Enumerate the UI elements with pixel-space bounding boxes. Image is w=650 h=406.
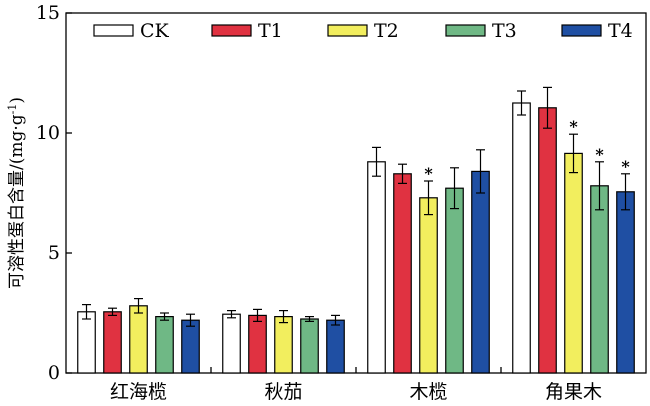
legend-label: T1 <box>258 20 283 42</box>
significance-mark: * <box>569 117 578 136</box>
bar <box>77 311 96 374</box>
bar <box>512 102 531 374</box>
legend: CK T1 T2 T3 T4 <box>93 20 633 42</box>
legend-swatch <box>445 24 486 37</box>
significance-mark: * <box>621 157 630 176</box>
x-tick-label: 木榄 <box>409 381 447 403</box>
bar <box>590 185 609 374</box>
bar-series: * <box>181 149 635 374</box>
y-axis-title-base: 可溶性蛋白含量/(mg·g <box>7 114 27 289</box>
y-tick-label: 15 <box>36 2 60 24</box>
bar-series-group: **** <box>77 86 635 374</box>
bar <box>616 191 635 374</box>
significance-mark: * <box>595 145 604 164</box>
y-axis-title: 可溶性蛋白含量/(mg·g-1) <box>6 97 28 289</box>
legend-item: T4 <box>561 20 633 42</box>
y-tick-label: 10 <box>36 122 60 144</box>
bar <box>155 316 174 374</box>
bar <box>274 316 293 374</box>
bar <box>367 161 386 374</box>
y-tick-label: 0 <box>48 362 60 384</box>
x-tick-label: 红海榄 <box>110 381 167 403</box>
legend-item: CK <box>93 20 170 42</box>
legend-label: T2 <box>374 20 399 42</box>
y-tick-label: 5 <box>48 242 60 264</box>
legend-swatch <box>561 24 602 37</box>
x-axis: 红海榄 秋茄 木榄 角果木 <box>110 367 602 403</box>
legend-label: T3 <box>492 20 517 42</box>
bar <box>538 107 557 374</box>
legend-label: CK <box>140 20 170 42</box>
y-axis: 0 5 10 15 <box>36 2 72 384</box>
bar <box>300 318 319 374</box>
legend-item: T3 <box>445 20 517 42</box>
bar-series: * <box>155 145 609 374</box>
bar <box>471 170 490 374</box>
x-tick-label: 秋茄 <box>264 381 302 403</box>
bar <box>103 311 122 374</box>
bar <box>248 314 267 374</box>
significance-mark: * <box>424 164 433 183</box>
bar <box>181 319 200 374</box>
legend-swatch <box>327 24 368 37</box>
bar-series: ** <box>129 117 583 374</box>
legend-swatch <box>93 24 134 37</box>
legend-item: T1 <box>211 20 283 42</box>
legend-item: T2 <box>327 20 399 42</box>
bar-series <box>103 86 557 374</box>
bar <box>419 197 438 374</box>
bar <box>222 313 241 374</box>
y-axis-title-sup: -1 <box>6 104 19 115</box>
bar <box>445 187 464 374</box>
legend-swatch <box>211 24 252 37</box>
x-tick-label: 角果木 <box>545 381 602 403</box>
legend-label: T4 <box>608 20 633 42</box>
bar <box>393 173 412 374</box>
plot-border <box>65 12 647 374</box>
bar <box>326 319 345 374</box>
bar <box>564 152 583 374</box>
bar <box>129 305 148 374</box>
plot-frame <box>65 12 647 374</box>
y-axis-title-close: ) <box>7 97 27 104</box>
bar-series <box>77 90 531 374</box>
